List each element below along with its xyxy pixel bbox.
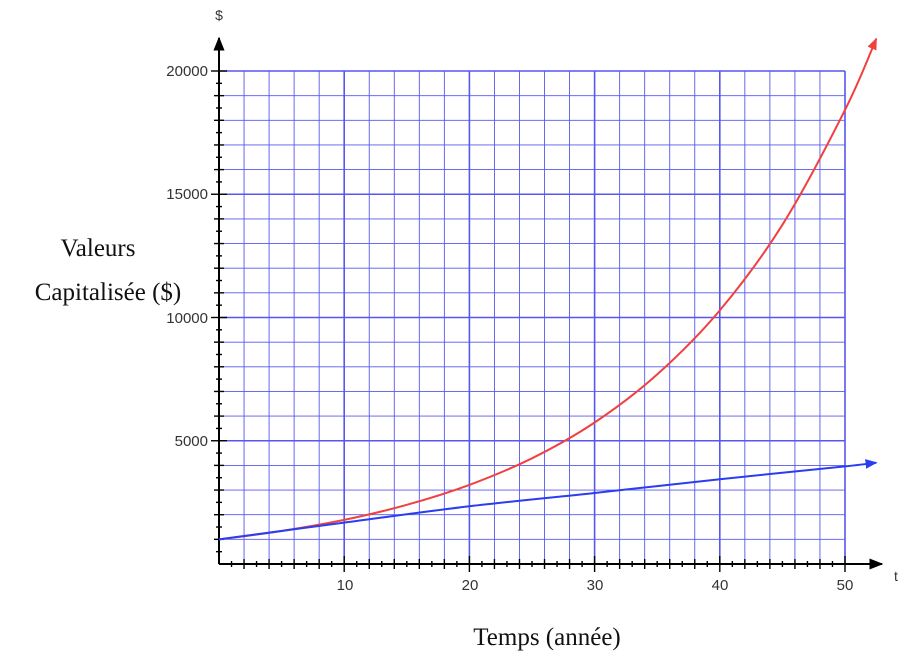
x-tick-label: 40 (712, 577, 729, 594)
y-axis-title-line2: Capitalisée ($) (35, 279, 181, 306)
y-axis-symbol: $ (215, 7, 223, 23)
x-axis-symbol: t (894, 568, 898, 584)
series-line-blue (218, 459, 878, 541)
y-tick-label: 15000 (166, 186, 208, 203)
x-tick-label: 20 (462, 577, 479, 594)
x-tick-label: 10 (337, 577, 354, 594)
y-tick-label: 5000 (175, 433, 208, 450)
x-axis-title: Temps (année) (473, 624, 621, 651)
grid (219, 70, 846, 564)
y-tick-label: 10000 (166, 310, 208, 327)
series-layer (218, 37, 878, 541)
series-line-red (218, 37, 878, 541)
y-tick-label: 20000 (166, 63, 208, 80)
x-tick-label: 50 (837, 577, 854, 594)
x-tick-label: 30 (587, 577, 604, 594)
axes (211, 36, 884, 572)
y-axis-title-line1: Valeurs (61, 235, 136, 262)
